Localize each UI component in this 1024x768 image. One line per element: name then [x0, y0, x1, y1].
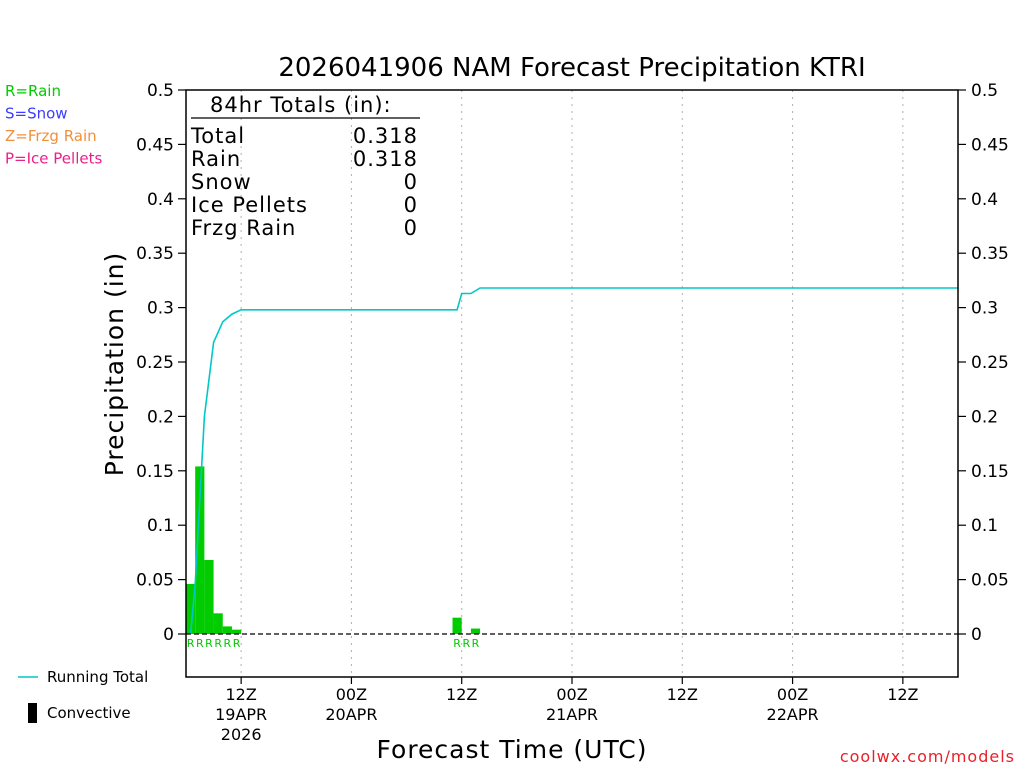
credit-text: coolwx.com/models [840, 747, 1015, 766]
totals-row-label: Frzg Rain [191, 216, 296, 240]
totals-row-value: 0.318 [353, 147, 418, 171]
y-tick-label-left: 0.3 [147, 299, 174, 319]
y-tick-label-left: 0.35 [136, 244, 174, 264]
y-tick-label-left: 0.45 [136, 135, 174, 155]
legend-bar-swatch [28, 703, 37, 723]
rain-bar-1 [195, 466, 205, 634]
x-tick-label-date: 22APR [767, 705, 819, 724]
precip-type-label-0: R [187, 637, 195, 650]
totals-header: 84hr Totals (in): [210, 93, 392, 117]
y-axis-right: 0 0.05 0.1 0.15 0.2 0.25 0.3 0.35 0.4 0.45 0.5 [958, 81, 1009, 645]
x-tick-label-time: 12Z [887, 685, 918, 704]
y-tick-label-left: 0.4 [147, 190, 174, 210]
x-tick-label-time: 12Z [225, 685, 256, 704]
precip-type-legend: R=Rain S=Snow Z=Frzg Rain P=Ice Pellets [5, 82, 102, 168]
rain-bar-7 [470, 628, 481, 634]
y-axis-label: Precipitation (in) [100, 252, 129, 477]
x-tick-label-date: 19APR [215, 705, 267, 724]
rain-bar-2 [204, 560, 214, 634]
type-legend-item: R=Rain [5, 82, 61, 100]
totals-row-value: 0 [404, 216, 418, 240]
rain-bar-4 [222, 626, 232, 634]
y-tick-label-left: 0.15 [136, 462, 174, 482]
totals-row-label: Snow [191, 170, 252, 194]
totals-row-value: 0 [404, 170, 418, 194]
y-tick-label-right: 0 [971, 625, 982, 645]
y-axis-left: 0 0.05 0.1 0.15 0.2 0.25 0.3 0.35 0.4 0.45 0.5 [136, 81, 186, 645]
x-tick-label-time: 12Z [667, 685, 698, 704]
legend-item-label: Running Total [47, 668, 148, 686]
totals-row-value: 0 [404, 193, 418, 217]
rain-bar-5 [231, 629, 242, 634]
y-tick-label-left: 0.25 [136, 353, 174, 373]
y-tick-label-right: 0.2 [971, 407, 998, 427]
y-tick-label-right: 0.05 [971, 571, 1009, 591]
running-total-line [189, 287, 958, 635]
y-tick-label-right: 0.1 [971, 516, 998, 536]
y-tick-label-right: 0.35 [971, 244, 1009, 264]
precip-type-label-1: R [196, 637, 204, 650]
x-tick-label-time: 12Z [446, 685, 477, 704]
type-legend-item: S=Snow [5, 105, 68, 123]
grid-lines [240, 90, 904, 677]
x-tick-label-time: 00Z [777, 685, 808, 704]
x-tick-label-time: 00Z [336, 685, 367, 704]
rain-bar-6 [452, 617, 462, 634]
totals-row-label: Ice Pellets [191, 193, 308, 217]
chart-title: 2026041906 NAM Forecast Precipitation KT… [278, 53, 865, 83]
y-tick-label-right: 0.15 [971, 462, 1009, 482]
y-tick-label-left: 0.2 [147, 407, 174, 427]
legend-item-label: Convective [47, 704, 131, 722]
y-tick-label-right: 0.25 [971, 353, 1009, 373]
totals-box: 84hr Totals (in): Total 0.318 Rain 0.318 Sno… [190, 93, 420, 240]
x-tick-label-year: 2026 [221, 725, 262, 744]
y-tick-label-left: 0.5 [147, 81, 174, 101]
precip-type-label-8: R [472, 637, 480, 650]
precip-type-label-2: R [205, 637, 213, 650]
rain-bar-3 [213, 613, 223, 634]
rain-bar-0 [186, 583, 196, 634]
precip-bars [186, 466, 481, 634]
precip-type-label-6: R [453, 637, 461, 650]
type-legend-item: P=Ice Pellets [5, 150, 102, 168]
y-tick-label-left: 0 [163, 625, 174, 645]
x-axis-label: Forecast Time (UTC) [377, 735, 648, 764]
y-tick-label-right: 0.5 [971, 81, 998, 101]
totals-row-value: 0.318 [353, 124, 418, 148]
totals-row-label: Rain [191, 147, 241, 171]
totals-row-label: Total [190, 124, 245, 148]
x-tick-label-date: 20APR [325, 705, 377, 724]
y-tick-label-right: 0.45 [971, 135, 1009, 155]
x-tick-label-date: 21APR [546, 705, 598, 724]
y-tick-label-left: 0.1 [147, 516, 174, 536]
precip-type-label-5: R [233, 637, 241, 650]
precip-type-label-3: R [214, 637, 222, 650]
precip-type-label-4: R [224, 637, 232, 650]
y-tick-label-right: 0.3 [971, 299, 998, 319]
y-tick-label-left: 0.05 [136, 571, 174, 591]
y-tick-label-right: 0.4 [971, 190, 998, 210]
running-total-layer [189, 287, 958, 635]
x-tick-label-time: 00Z [556, 685, 587, 704]
precip-type-label-7: R [462, 637, 470, 650]
type-legend-item: Z=Frzg Rain [5, 127, 97, 145]
series-legend: Running Total Convective [18, 668, 148, 723]
